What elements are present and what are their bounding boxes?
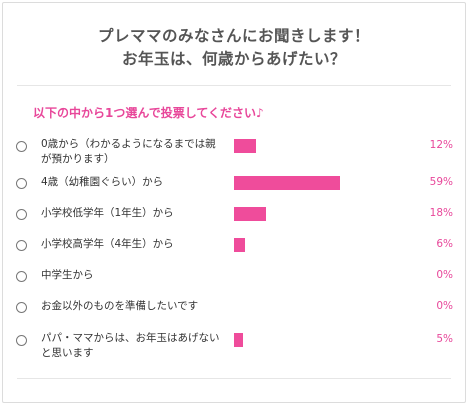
option-label: 中学生から	[41, 269, 94, 281]
option-percent: 59%	[429, 176, 453, 188]
result-bar	[234, 207, 266, 221]
result-bar	[234, 333, 243, 347]
radio-button[interactable]	[16, 178, 27, 189]
radio-button[interactable]	[16, 335, 27, 346]
option-percent: 5%	[436, 333, 453, 345]
option-percent: 12%	[429, 139, 453, 151]
title-line-2: お年玉は、何歳からあげたい？	[121, 50, 346, 68]
option-percent: 0%	[436, 300, 453, 312]
radio-button[interactable]	[16, 240, 27, 251]
result-bar-track	[234, 300, 414, 314]
radio-button[interactable]	[16, 302, 27, 313]
result-bar-track	[234, 176, 414, 190]
result-bar	[234, 176, 340, 190]
option-label: 小学校高学年（4年生）から	[41, 238, 174, 250]
option-label: 小学校低学年（1年生）から	[41, 207, 174, 219]
option-percent: 18%	[429, 207, 453, 219]
option-label: 0歳から（わかるようになるまでは親が預かります）	[41, 138, 216, 165]
result-bar-track	[234, 269, 414, 283]
option-label: お金以外のものを準備したいです	[41, 300, 199, 312]
radio-button[interactable]	[16, 271, 27, 282]
result-bar-track	[234, 207, 414, 221]
result-bar-track	[234, 139, 414, 153]
option-percent: 6%	[436, 238, 453, 250]
radio-button[interactable]	[16, 209, 27, 220]
poll-title: プレママのみなさんにお聞きします！ お年玉は、何歳からあげたい？	[3, 25, 465, 71]
option-label: 4歳（幼稚園ぐらい）から	[41, 176, 164, 188]
title-line-1: プレママのみなさんにお聞きします！	[97, 27, 370, 45]
result-bar	[234, 238, 245, 252]
poll-card: プレママのみなさんにお聞きします！ お年玉は、何歳からあげたい？ 以下の中から1…	[2, 2, 466, 403]
divider-bottom	[17, 378, 451, 379]
option-label: パパ・ママからは、お年玉はあげないと思います	[41, 332, 220, 359]
option-percent: 0%	[436, 269, 453, 281]
result-bar	[234, 139, 256, 153]
divider-top	[17, 85, 451, 86]
poll-prompt: 以下の中から1つ選んで投票してください♪	[33, 106, 264, 120]
radio-button[interactable]	[16, 141, 27, 152]
result-bar-track	[234, 333, 414, 347]
result-bar-track	[234, 238, 414, 252]
